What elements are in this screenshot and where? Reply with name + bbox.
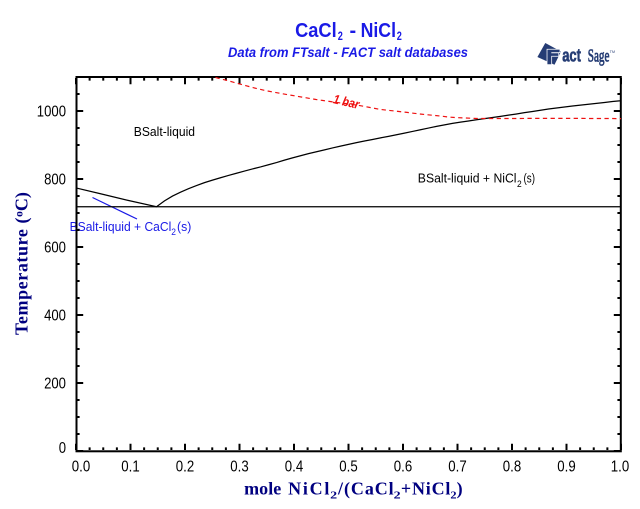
svg-text:-: -: [350, 20, 357, 42]
svg-text:): ): [457, 478, 463, 499]
svg-text:mole: mole: [244, 478, 281, 498]
svg-text:1 bar: 1 bar: [332, 91, 362, 112]
svg-text:TM: TM: [610, 50, 615, 54]
svg-text:0.1: 0.1: [121, 459, 139, 476]
svg-text:200: 200: [44, 376, 66, 393]
svg-text:+NiCl: +NiCl: [401, 478, 451, 498]
svg-text:BSalt-liquid + CaCl: BSalt-liquid + CaCl: [70, 219, 172, 234]
svg-text:2: 2: [397, 31, 402, 43]
svg-text:Sage: Sage: [588, 46, 610, 66]
svg-text:2: 2: [394, 489, 402, 501]
svg-text:0.6: 0.6: [394, 459, 412, 476]
svg-text:2: 2: [517, 179, 522, 189]
svg-text:2: 2: [330, 489, 338, 501]
svg-text:CaCl: CaCl: [295, 20, 337, 42]
svg-text:0.0: 0.0: [72, 459, 91, 476]
svg-text:0: 0: [59, 440, 67, 457]
svg-text:1000: 1000: [37, 104, 67, 121]
svg-text:BSalt-liquid + NiCl: BSalt-liquid + NiCl: [418, 170, 517, 185]
svg-text:Data from FTsalt - FACT salt d: Data from FTsalt - FACT salt databases: [228, 44, 468, 60]
svg-text:2: 2: [450, 489, 457, 501]
svg-text:800: 800: [44, 172, 66, 189]
svg-text:600: 600: [44, 240, 66, 257]
svg-text:0.4: 0.4: [285, 459, 304, 476]
svg-text:0.2: 0.2: [176, 459, 194, 476]
svg-text:400: 400: [44, 308, 66, 325]
svg-text:2: 2: [171, 227, 176, 237]
svg-text:0.5: 0.5: [339, 459, 357, 476]
svg-text:(s): (s): [524, 170, 536, 185]
svg-text:NiCl: NiCl: [288, 478, 329, 498]
svg-text:0.7: 0.7: [448, 459, 466, 476]
svg-text:NiCl: NiCl: [361, 20, 396, 42]
svg-text:1.0: 1.0: [611, 459, 630, 476]
svg-text:Temperature (oC): Temperature (oC): [12, 192, 33, 335]
svg-text:0.3: 0.3: [230, 459, 248, 476]
svg-text:(s): (s): [177, 219, 191, 234]
svg-text:act: act: [562, 46, 581, 66]
svg-text:2: 2: [338, 31, 343, 43]
svg-text:0.8: 0.8: [503, 459, 521, 476]
svg-text:/(CaCl: /(CaCl: [337, 478, 394, 499]
svg-text:0.9: 0.9: [557, 459, 575, 476]
svg-text:BSalt-liquid: BSalt-liquid: [134, 124, 195, 139]
